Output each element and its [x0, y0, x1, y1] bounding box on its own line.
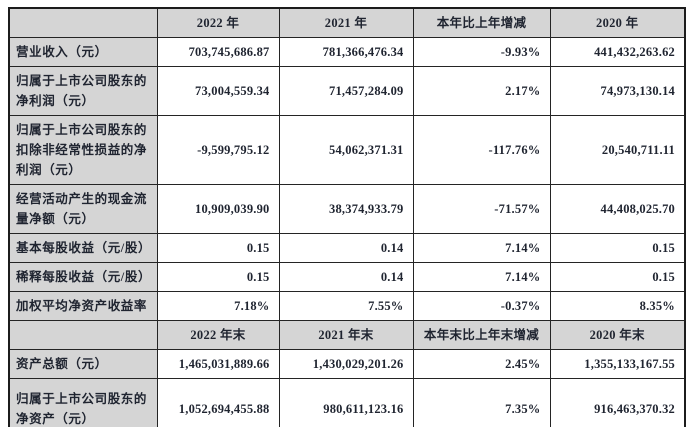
corner-cell	[8, 7, 158, 38]
column-header-cell: 本年末比上年末增减	[412, 320, 551, 350]
column-header-cell: 2020 年末	[549, 320, 686, 350]
value-cell: 1,430,029,201.26	[278, 349, 414, 379]
value-cell: 0.14	[278, 262, 414, 292]
row-label-cell: 资产总额（元）	[8, 349, 158, 379]
value-cell: 980,611,123.16	[278, 378, 414, 427]
row-label-cell: 归属于上市公司股东的净利润（元）	[8, 66, 158, 116]
table-row: 营业收入（元） 703,745,686.87 781,366,476.34 -9.93…	[8, 37, 686, 67]
value-cell: 38,374,933.79	[278, 184, 414, 234]
table-row: 稀释每股收益（元/股） 0.15 0.14 7.14% 0.15	[8, 262, 686, 292]
value-cell: 1,052,694,455.88	[156, 378, 280, 427]
value-cell: 7.14%	[412, 233, 551, 263]
table-row: 基本每股收益（元/股） 0.15 0.14 7.14% 0.15	[8, 233, 686, 263]
value-cell: 703,745,686.87	[156, 37, 280, 67]
value-cell: 1,465,031,889.66	[156, 349, 280, 379]
period-header-row: 2022 年 2021 年本年比上年增减 2020 年	[8, 7, 686, 38]
value-cell: 7.14%	[412, 262, 551, 292]
column-header-cell: 2022 年	[156, 7, 280, 38]
value-cell: 20,540,711.11	[549, 115, 686, 185]
value-cell: 916,463,370.32	[549, 378, 686, 427]
value-cell: -9,599,795.12	[156, 115, 280, 185]
table-row: 资产总额（元） 1,465,031,889.66 1,430,029,201.26 2…	[8, 349, 686, 379]
value-cell: 10,909,039.90	[156, 184, 280, 234]
column-header-cell: 2021 年	[278, 7, 414, 38]
value-cell: 8.35%	[549, 291, 686, 321]
value-cell: -0.37%	[412, 291, 551, 321]
value-cell: 71,457,284.09	[278, 66, 414, 116]
period-header-row: 2022 年末 2021 年末 本年末比上年末增减 2020 年末	[8, 320, 686, 350]
column-header-cell: 2020 年	[549, 7, 686, 38]
value-cell: 0.14	[278, 233, 414, 263]
value-cell: 73,004,559.34	[156, 66, 280, 116]
value-cell: -71.57%	[412, 184, 551, 234]
value-cell: 2.45%	[412, 349, 551, 379]
column-header-cell: 本年比上年增减	[412, 7, 551, 38]
table-body: 2022 年 2021 年本年比上年增减 2020 年营业收入（元） 703,745,…	[8, 7, 686, 427]
row-label-cell: 经营活动产生的现金流量净额（元）	[8, 184, 158, 234]
value-cell: 781,366,476.34	[278, 37, 414, 67]
table-row: 加权平均净资产收益率 7.18% 7.55% -0.37% 8.35%	[8, 291, 686, 321]
value-cell: 2.17%	[412, 66, 551, 116]
value-cell: 7.55%	[278, 291, 414, 321]
value-cell: 7.18%	[156, 291, 280, 321]
value-cell: 54,062,371.31	[278, 115, 414, 185]
row-label-cell: 加权平均净资产收益率	[8, 291, 158, 321]
value-cell: -9.93%	[412, 37, 551, 67]
table-row: 经营活动产生的现金流量净额（元） 10,909,039.90 38,374,933.…	[8, 184, 686, 234]
row-label-cell: 归属于上市公司股东的扣除非经常性损益的净利润（元）	[8, 115, 158, 185]
row-label-cell: 稀释每股收益（元/股）	[8, 262, 158, 292]
row-label-cell: 归属于上市公司股东的净资产（元）	[8, 378, 158, 427]
value-cell: 0.15	[549, 233, 686, 263]
value-cell: 0.15	[156, 233, 280, 263]
value-cell: 1,355,133,167.55	[549, 349, 686, 379]
value-cell: 44,408,025.70	[549, 184, 686, 234]
value-cell: 0.15	[156, 262, 280, 292]
financial-summary-table: 2022 年 2021 年本年比上年增减 2020 年营业收入（元） 703,745,…	[8, 7, 686, 427]
corner-cell	[8, 320, 158, 350]
table-row: 归属于上市公司股东的净资产（元） 1,052,694,455.88 980,611,…	[8, 378, 686, 427]
value-cell: 74,973,130.14	[549, 66, 686, 116]
column-header-cell: 2022 年末	[156, 320, 280, 350]
column-header-cell: 2021 年末	[278, 320, 414, 350]
value-cell: 0.15	[549, 262, 686, 292]
row-label-cell: 营业收入（元）	[8, 37, 158, 67]
table-row: 归属于上市公司股东的净利润（元） 73,004,559.34 71,457,284.…	[8, 66, 686, 116]
value-cell: 7.35%	[412, 378, 551, 427]
value-cell: 441,432,263.62	[549, 37, 686, 67]
value-cell: -117.76%	[412, 115, 551, 185]
row-label-cell: 基本每股收益（元/股）	[8, 233, 158, 263]
table-row: 归属于上市公司股东的扣除非经常性损益的净利润（元） -9,599,795.12 54…	[8, 115, 686, 185]
